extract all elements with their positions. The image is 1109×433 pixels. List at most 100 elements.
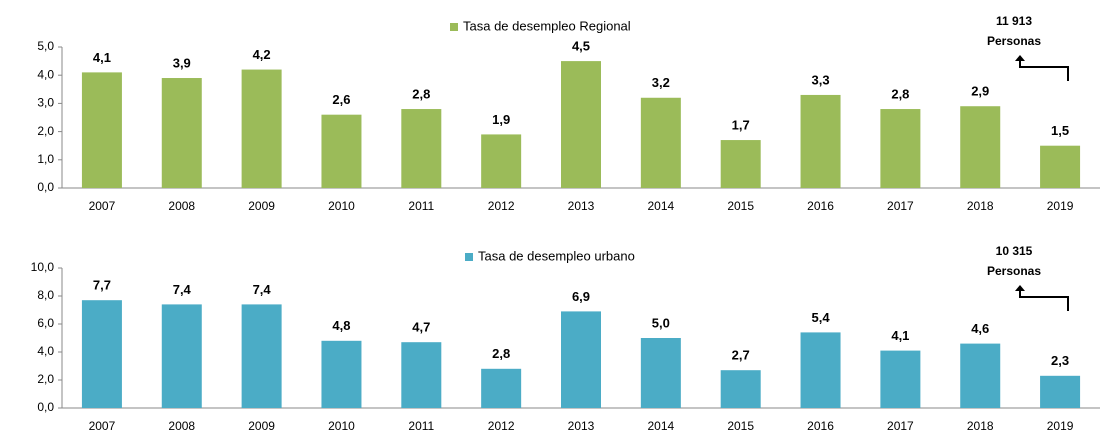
x-tick-label: 2018 <box>967 419 994 433</box>
value-label: 4,1 <box>93 50 111 65</box>
x-tick-label: 2010 <box>328 199 355 213</box>
y-tick-label: 2,0 <box>37 124 54 138</box>
y-tick-label: 10,0 <box>31 260 55 274</box>
value-label: 3,9 <box>173 55 191 70</box>
x-tick-label: 2008 <box>168 419 195 433</box>
y-tick-label: 4,0 <box>37 344 54 358</box>
bar <box>640 97 681 188</box>
value-label: 2,3 <box>1051 353 1069 368</box>
x-tick-label: 2010 <box>328 419 355 433</box>
x-tick-label: 2017 <box>887 419 914 433</box>
bar <box>401 342 442 408</box>
x-tick-label: 2016 <box>807 199 834 213</box>
value-label: 6,9 <box>572 289 590 304</box>
bar <box>561 311 601 408</box>
bar <box>321 114 362 188</box>
value-label: 4,7 <box>412 320 430 335</box>
bar <box>81 72 122 188</box>
value-label: 2,9 <box>971 84 989 99</box>
annotation: 11 913 <box>996 14 1032 28</box>
value-label: 2,8 <box>412 86 430 101</box>
value-label: 4,2 <box>253 47 271 62</box>
value-label: 1,9 <box>492 112 510 127</box>
bar <box>401 109 442 188</box>
x-tick-label: 2009 <box>248 199 275 213</box>
value-label: 1,5 <box>1051 123 1069 138</box>
x-tick-label: 2016 <box>807 419 834 433</box>
y-tick-label: 0,0 <box>37 400 54 414</box>
bar <box>960 106 1001 188</box>
value-label: 2,8 <box>492 346 510 361</box>
bar <box>481 134 522 188</box>
x-tick-label: 2019 <box>1047 419 1074 433</box>
x-tick-label: 2014 <box>647 199 674 213</box>
bar <box>481 368 522 408</box>
bar <box>960 343 1001 408</box>
bar <box>241 69 282 188</box>
bar <box>321 340 362 408</box>
value-label: 3,3 <box>811 72 829 87</box>
x-tick-label: 2017 <box>887 199 914 213</box>
x-tick-label: 2012 <box>488 419 515 433</box>
x-tick-label: 2013 <box>568 419 595 433</box>
bar <box>880 109 921 188</box>
arrow-head <box>1015 285 1025 291</box>
value-label: 7,7 <box>93 278 111 293</box>
bar <box>640 338 681 408</box>
value-label: 4,5 <box>572 39 590 54</box>
value-label: 4,6 <box>971 321 989 336</box>
annotation: Personas <box>987 34 1041 48</box>
x-tick-label: 2011 <box>408 199 434 213</box>
x-tick-label: 2018 <box>967 199 994 213</box>
bar <box>720 140 761 188</box>
value-label: 4,1 <box>891 328 909 343</box>
legend-label: Tasa de desempleo Regional <box>463 18 631 33</box>
annotation-arrow <box>1019 59 1069 81</box>
bar <box>241 304 282 408</box>
y-tick-label: 8,0 <box>37 288 54 302</box>
bar <box>880 350 921 408</box>
annotation: 10 315 <box>996 244 1033 258</box>
annotation: Personas <box>987 264 1041 278</box>
value-label: 7,4 <box>173 282 192 297</box>
y-tick-label: 2,0 <box>37 372 54 386</box>
value-label: 2,7 <box>732 348 750 363</box>
bar <box>161 304 202 408</box>
legend-swatch <box>465 253 473 261</box>
x-tick-label: 2007 <box>89 199 116 213</box>
y-tick-label: 0,0 <box>37 180 54 194</box>
bar <box>161 78 202 188</box>
value-label: 1,7 <box>732 117 750 132</box>
value-label: 3,2 <box>652 75 670 90</box>
bar <box>1040 145 1081 188</box>
arrow-head <box>1015 55 1025 61</box>
value-label: 7,4 <box>253 282 272 297</box>
bar <box>800 332 841 408</box>
y-tick-label: 5,0 <box>37 39 54 53</box>
x-tick-label: 2019 <box>1047 199 1074 213</box>
x-tick-label: 2012 <box>488 199 515 213</box>
y-tick-label: 6,0 <box>37 316 54 330</box>
bar <box>720 370 761 408</box>
x-tick-label: 2015 <box>727 419 754 433</box>
x-tick-label: 2008 <box>168 199 195 213</box>
value-label: 2,8 <box>891 86 909 101</box>
y-tick-label: 3,0 <box>37 96 54 110</box>
x-tick-label: 2013 <box>568 199 595 213</box>
x-tick-label: 2014 <box>647 419 674 433</box>
value-label: 5,4 <box>811 310 830 325</box>
bar <box>800 94 841 188</box>
x-tick-label: 2015 <box>727 199 754 213</box>
annotation-arrow <box>1019 289 1069 311</box>
legend-swatch <box>450 23 458 31</box>
bar <box>81 300 122 408</box>
legend-label: Tasa de desempleo urbano <box>478 248 635 263</box>
bar <box>561 61 601 188</box>
value-label: 4,8 <box>332 318 350 333</box>
y-tick-label: 1,0 <box>37 152 54 166</box>
x-tick-label: 2011 <box>408 419 434 433</box>
value-label: 5,0 <box>652 315 670 330</box>
y-tick-label: 4,0 <box>37 67 54 81</box>
x-tick-label: 2007 <box>89 419 116 433</box>
x-tick-label: 2009 <box>248 419 275 433</box>
